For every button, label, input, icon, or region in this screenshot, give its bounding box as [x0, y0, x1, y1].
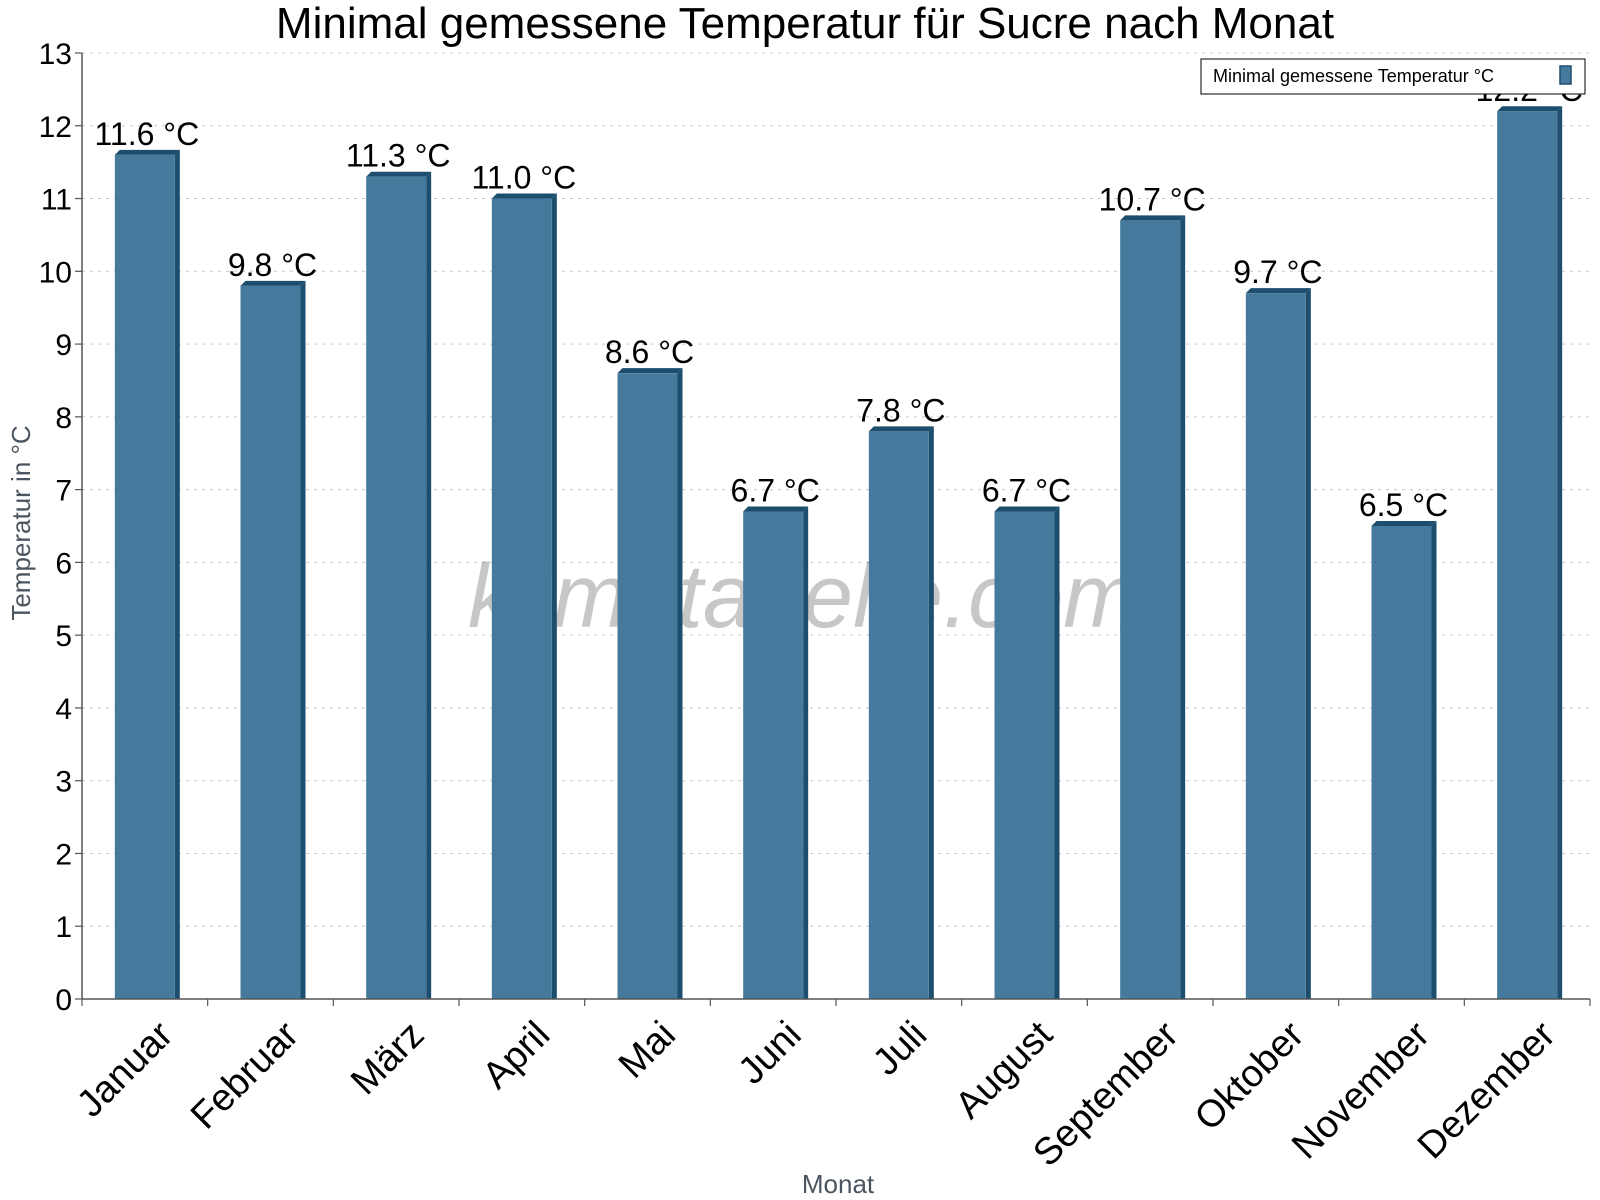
- y-tick-label: 1: [55, 911, 72, 944]
- bar-face: [994, 511, 1055, 999]
- y-tick-label: 4: [55, 693, 72, 726]
- legend-box: [1200, 58, 1586, 95]
- y-tick-label: 11: [41, 184, 72, 217]
- x-tick-label: November: [1284, 1013, 1438, 1167]
- bar-side: [928, 426, 934, 999]
- bar-top: [114, 149, 180, 155]
- bar: [1245, 288, 1311, 1000]
- bar-top: [1245, 288, 1311, 294]
- gridlines: [82, 52, 1590, 927]
- bar-face: [1497, 111, 1558, 999]
- data-label: 7.8 °C: [856, 392, 945, 428]
- bar-face: [366, 176, 427, 999]
- y-tick-label: 3: [55, 766, 72, 799]
- bar-top: [868, 426, 934, 432]
- x-tick-label: Januar: [69, 1013, 181, 1125]
- bar-top: [1120, 215, 1186, 221]
- bar-top: [1497, 106, 1563, 112]
- data-label: 9.8 °C: [228, 247, 317, 283]
- y-tick-label: 10: [39, 256, 72, 289]
- y-tick-label: 12: [39, 111, 72, 144]
- bar-top: [366, 171, 432, 177]
- bar-top: [240, 280, 306, 286]
- y-tick-label: 2: [55, 838, 72, 871]
- data-label: 6.7 °C: [982, 472, 1071, 508]
- bar-side: [174, 149, 180, 999]
- bar-top: [994, 506, 1060, 512]
- bar-side: [803, 506, 809, 999]
- bar-face: [617, 373, 678, 1000]
- x-axis-title: Monat: [802, 1169, 875, 1199]
- bar: [1497, 106, 1563, 999]
- bar: [1120, 215, 1186, 999]
- bar-face: [491, 198, 552, 1000]
- x-tick-label: Februar: [183, 1013, 307, 1137]
- bar-top: [491, 193, 557, 199]
- bar: [114, 149, 180, 999]
- legend: Minimal gemessene Temperatur °C: [1200, 58, 1586, 95]
- bar: [743, 506, 809, 999]
- bar: [240, 280, 306, 999]
- x-tick-label: April: [475, 1014, 558, 1097]
- y-tick-label: 9: [55, 329, 72, 362]
- y-tick-label: 0: [55, 984, 72, 1017]
- bar-side: [1431, 521, 1437, 999]
- bar: [868, 426, 934, 999]
- data-label: 6.5 °C: [1359, 487, 1448, 523]
- bar-side: [1054, 506, 1060, 999]
- data-label: 11.0 °C: [471, 160, 576, 196]
- y-tick-label: 8: [55, 402, 72, 435]
- bar-face: [1245, 293, 1306, 1000]
- data-labels: 11.6 °C 9.8 °C 11.3 °C 11.0 °C 8.6 °C 6.7 °C 7…: [94, 72, 1582, 523]
- bar-top: [743, 506, 809, 512]
- bar: [994, 506, 1060, 999]
- x-tick-label: Juli: [865, 1014, 935, 1084]
- x-tick-label: August: [948, 1013, 1062, 1127]
- x-tick-label: Mai: [611, 1014, 684, 1087]
- bar: [366, 171, 432, 999]
- x-tick-label: Dezember: [1410, 1013, 1564, 1167]
- data-label: 6.7 °C: [731, 472, 820, 508]
- data-label: 9.7 °C: [1233, 254, 1322, 290]
- bar-face: [114, 154, 175, 999]
- bar-face: [743, 511, 804, 999]
- bar-face: [240, 285, 301, 999]
- legend-label: Minimal gemessene Temperatur °C: [1213, 66, 1494, 86]
- chart-title: Minimal gemessene Temperatur für Sucre n…: [276, 0, 1334, 48]
- bar: [1371, 521, 1437, 999]
- bar-side: [551, 193, 557, 1000]
- y-tick-label: 13: [39, 38, 72, 71]
- data-label: 8.6 °C: [605, 334, 694, 370]
- bar-side: [426, 171, 432, 999]
- y-tick-label: 6: [55, 547, 72, 580]
- bar-side: [1557, 106, 1563, 999]
- y-tick-label: 7: [55, 475, 72, 508]
- y-axis-title: Temperatur in °C: [6, 425, 36, 620]
- x-tick-label: Juni: [731, 1014, 810, 1093]
- legend-swatch: [1559, 65, 1572, 85]
- bar-face: [1371, 526, 1432, 999]
- bar-side: [1180, 215, 1186, 999]
- data-label: 11.3 °C: [346, 138, 451, 174]
- bar-top: [1371, 521, 1437, 526]
- y-tick-label: 5: [55, 620, 72, 653]
- x-tick-label: Oktober: [1187, 1013, 1313, 1139]
- data-label: 10.7 °C: [1099, 181, 1206, 217]
- bar-side: [1305, 288, 1311, 1000]
- data-label: 11.6 °C: [94, 116, 199, 152]
- bar-face: [868, 431, 929, 999]
- x-tick-label: März: [343, 1014, 432, 1103]
- bars: [114, 106, 1563, 1000]
- bar: [491, 193, 557, 1000]
- bar: [617, 368, 683, 1000]
- bar-top: [617, 368, 683, 374]
- bar-side: [677, 368, 683, 1000]
- bar-face: [1120, 220, 1181, 999]
- bar-side: [300, 280, 306, 999]
